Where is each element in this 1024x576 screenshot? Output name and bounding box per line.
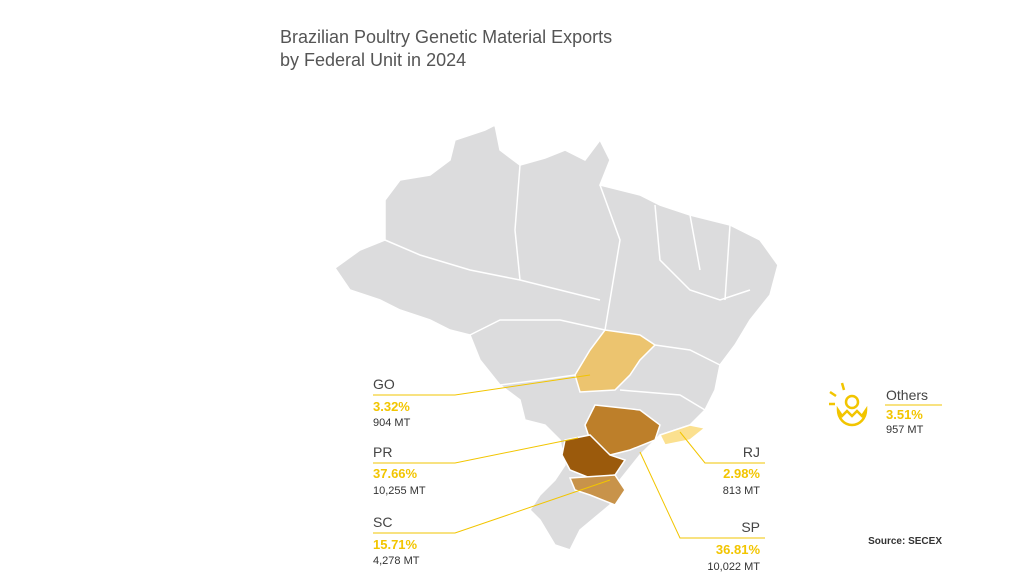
- source: Source: SECEX: [868, 536, 942, 547]
- others-icon: [829, 382, 868, 427]
- title-line: Brazilian Poultry Genetic Material Expor…: [280, 27, 612, 47]
- map: [333, 123, 779, 551]
- state-share: 37.66%: [373, 466, 418, 481]
- state-volume: 813 MT: [723, 485, 761, 497]
- label-others: Others 3.51% 957 MT: [886, 387, 928, 436]
- state-volume: 10,255 MT: [373, 485, 426, 497]
- others-label: Others: [886, 387, 928, 403]
- others-share: 3.51%: [886, 407, 923, 422]
- state-sc: [568, 474, 626, 506]
- label-sp: SP 36.81% 10,022 MT: [707, 519, 760, 573]
- label-rj: RJ 2.98% 813 MT: [723, 444, 761, 497]
- state-go: [574, 329, 657, 393]
- state-code: RJ: [743, 444, 760, 460]
- brazil-outline: [333, 123, 779, 551]
- state-volume: 4,278 MT: [373, 555, 420, 567]
- state-volume: 904 MT: [373, 417, 411, 429]
- title-line: by Federal Unit in 2024: [280, 50, 466, 70]
- state-code: PR: [373, 444, 392, 460]
- leader-line: [639, 451, 765, 539]
- state-code: GO: [373, 376, 395, 392]
- leader-line: [679, 431, 765, 464]
- state-code: SC: [373, 514, 392, 530]
- state-share: 2.98%: [723, 466, 760, 481]
- state-volume: 10,022 MT: [707, 561, 760, 573]
- leader-line: [373, 374, 591, 396]
- state-code: SP: [741, 519, 760, 535]
- state-borders: [384, 164, 751, 411]
- leader-line: [373, 437, 579, 464]
- state-share: 15.71%: [373, 537, 418, 552]
- state-sp: [584, 404, 661, 456]
- leader-line: [373, 479, 611, 534]
- leaders: [373, 374, 942, 539]
- others-volume: 957 MT: [886, 424, 924, 436]
- state-share: 36.81%: [716, 542, 761, 557]
- label-pr: PR 37.66% 10,255 MT: [373, 444, 426, 497]
- label-go: GO 3.32% 904 MT: [373, 376, 411, 429]
- label-sc: SC 15.71% 4,278 MT: [373, 514, 420, 567]
- state-share: 3.32%: [373, 399, 410, 414]
